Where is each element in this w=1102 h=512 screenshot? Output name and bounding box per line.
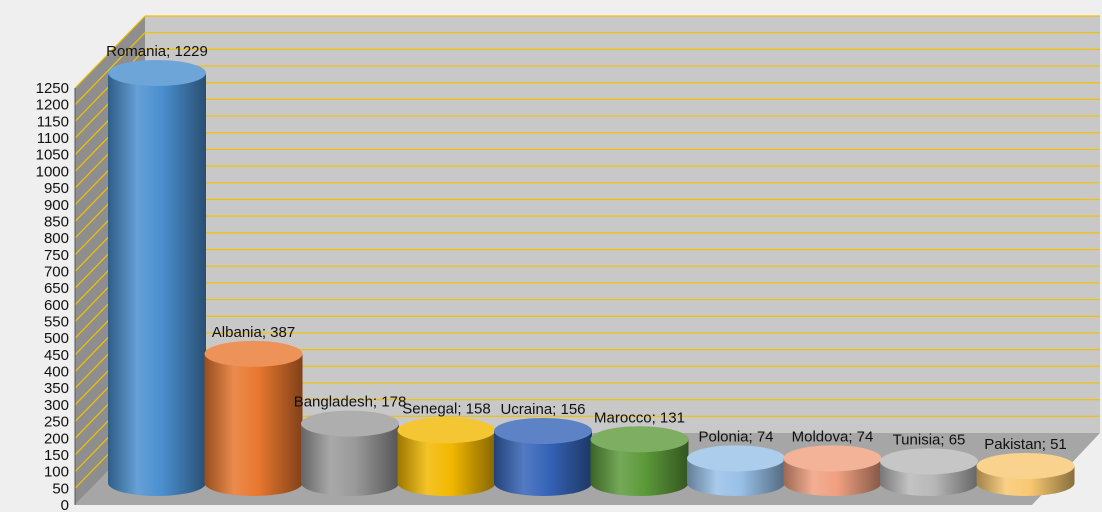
y-tick-label: 1150 (37, 113, 69, 130)
y-tick-label: 150 (44, 447, 69, 464)
bar-moldova (783, 445, 882, 496)
bar-marocco (590, 426, 689, 496)
y-tick-label: 550 (44, 314, 69, 331)
y-tick-label: 200 (44, 430, 69, 447)
y-tick-label: 350 (44, 380, 69, 397)
bar-top (108, 60, 206, 87)
y-tick-label: 500 (44, 330, 69, 347)
bar-polonia (687, 445, 785, 496)
data-label: Moldova; 74 (792, 428, 874, 445)
y-tick-label: 800 (44, 230, 69, 247)
y-tick-label: 650 (44, 280, 69, 297)
data-label: Marocco; 131 (594, 409, 685, 426)
bar-top (687, 445, 785, 472)
bar-body (590, 439, 689, 496)
bar-top (590, 426, 689, 453)
bar-senegal (397, 417, 496, 496)
data-label: Polonia; 74 (698, 428, 773, 445)
y-tick-label: 850 (44, 213, 69, 230)
bar-body (301, 423, 399, 496)
bar-pakistan (976, 452, 1075, 496)
bar-albania (204, 340, 303, 496)
gridline-side (74, 15, 146, 89)
y-tick-label: 250 (44, 414, 69, 431)
y-tick-label: 450 (44, 347, 69, 364)
y-tick-label: 900 (44, 197, 69, 214)
gridline-side (74, 32, 146, 106)
y-axis-ticks: 0501001502002503003504004505005506006507… (36, 80, 69, 512)
data-label: Tunisia; 65 (893, 431, 966, 448)
bar-top (494, 417, 592, 444)
y-tick-label: 700 (44, 263, 69, 280)
y-tick-label: 1200 (36, 97, 69, 114)
bar-tunisia (880, 448, 978, 496)
y-tick-label: 1100 (37, 130, 69, 147)
bar-ucraina (494, 417, 592, 496)
bar-body (108, 73, 206, 496)
bar-top (880, 448, 978, 475)
bars (108, 60, 1075, 496)
bar-top (397, 417, 496, 444)
data-label: Ucraina; 156 (500, 401, 585, 418)
y-tick-label: 950 (44, 180, 69, 197)
bar-top (976, 452, 1075, 479)
data-labels: Romania; 1229 Albania; 387 Bangladesh; 178… (106, 43, 1067, 453)
data-label: Bangladesh; 178 (294, 394, 407, 411)
data-label: Albania; 387 (212, 324, 295, 341)
y-tick-label: 300 (44, 397, 69, 414)
y-tick-label: 50 (52, 480, 69, 497)
bar-bangladesh (301, 410, 399, 496)
bar-top (301, 410, 399, 437)
bar-body (397, 430, 496, 496)
y-tick-label: 750 (44, 247, 69, 264)
bar-romania (108, 60, 206, 496)
bar-body (494, 430, 592, 496)
y-tick-label: 400 (44, 364, 69, 381)
data-label: Romania; 1229 (106, 43, 208, 60)
gridlines (74, 15, 1100, 489)
data-label: Pakistan; 51 (984, 436, 1067, 453)
y-tick-label: 0 (61, 497, 69, 512)
y-tick-label: 1250 (36, 80, 69, 97)
bar-top (204, 340, 303, 367)
data-label: Senegal; 158 (402, 400, 490, 417)
bar-body (204, 353, 303, 496)
y-tick-label: 1000 (36, 163, 69, 180)
back-wall (145, 16, 1100, 433)
y-tick-label: 600 (44, 297, 69, 314)
y-tick-label: 100 (44, 464, 69, 481)
y-tick-label: 1050 (36, 147, 69, 164)
bar-top (783, 445, 882, 472)
